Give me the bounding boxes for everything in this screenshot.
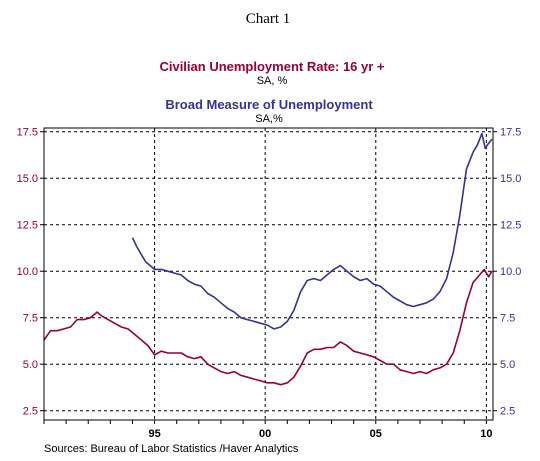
series-line-youth [43, 268, 493, 386]
y-axis-right: 17.5 15.0 12.5 10.0 7.5 5.0 2.5 [493, 127, 521, 418]
y-tick-label-right: 17.5 [500, 127, 521, 139]
y-tick-label-left: 15.0 [17, 173, 38, 185]
y-tick-label-right: 7.5 [500, 313, 515, 325]
legend-broad-label: Broad Measure of Unemployment [165, 97, 373, 112]
y-tick-label-right: 10.0 [500, 266, 521, 278]
series-line-broad [131, 132, 493, 330]
y-tick-label-left: 5.0 [23, 359, 38, 371]
x-axis: 95 00 05 10 [43, 420, 492, 440]
x-tick-label: 05 [370, 428, 382, 440]
y-tick-label-right: 15.0 [500, 173, 521, 185]
y-tick-label-left: 10.0 [17, 266, 38, 278]
y-axis-left: 17.5 15.0 12.5 10.0 7.5 5.0 2.5 [17, 127, 44, 418]
legend-broad-units: SA,% [255, 113, 283, 125]
legend-youth-units: SA, % [257, 75, 288, 87]
y-tick-label-left: 2.5 [23, 406, 38, 418]
plot-frame [43, 127, 494, 421]
legend-youth-label: Civilian Unemployment Rate: 16 yr + [159, 59, 384, 74]
y-tick-label-left: 7.5 [23, 313, 38, 325]
y-tick-label-right: 2.5 [500, 406, 515, 418]
y-tick-label-left: 17.5 [17, 127, 38, 139]
y-tick-label-left: 12.5 [17, 220, 38, 232]
series-lines [43, 132, 493, 386]
x-tick-label: 95 [148, 428, 160, 440]
x-tick-label: 10 [480, 428, 492, 440]
y-tick-label-right: 5.0 [500, 359, 515, 371]
y-tick-label-right: 12.5 [500, 220, 521, 232]
source-note: Sources: Bureau of Labor Statistics /Hav… [44, 443, 299, 455]
gridlines [44, 128, 493, 420]
x-tick-label: 00 [259, 428, 271, 440]
chart-title: Chart 1 [246, 11, 291, 27]
